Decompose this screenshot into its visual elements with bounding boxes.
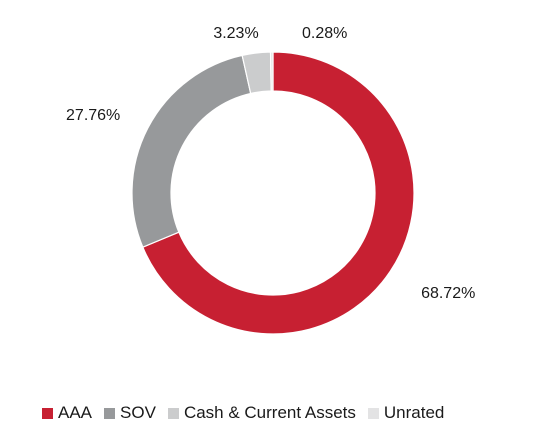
legend-item-sov: SOV [104,403,156,423]
legend-swatch-unrated [367,407,379,419]
legend-item-unrated: Unrated [367,403,445,423]
legend-swatch-sov [104,407,116,419]
value-label-cash-current-assets: 3.23% [213,25,258,42]
slice-aaa [142,51,415,335]
value-label-aaa: 68.72% [421,285,475,302]
legend-item-cash: Cash & Current Assets [167,403,356,423]
legend-label-cash: Cash & Current Assets [183,403,356,422]
chart-legend: AAA SOV Cash & Current Assets Unrated [42,402,444,424]
legend-swatch-aaa [42,407,53,419]
legend-label-sov: SOV [120,403,156,422]
value-label-unrated: 0.28% [302,25,347,42]
donut-slices [131,51,415,335]
slice-sov [131,54,252,248]
legend-label-aaa: AAA [58,403,93,422]
legend-label-unrated: Unrated [383,403,445,422]
legend-swatch-cash [167,407,179,419]
donut-value-labels: 68.72% 27.76% 3.23% 0.28% [66,25,475,302]
slice-unrated [269,51,274,92]
value-label-sov: 27.76% [66,107,120,124]
legend-item-aaa: AAA [42,403,92,423]
